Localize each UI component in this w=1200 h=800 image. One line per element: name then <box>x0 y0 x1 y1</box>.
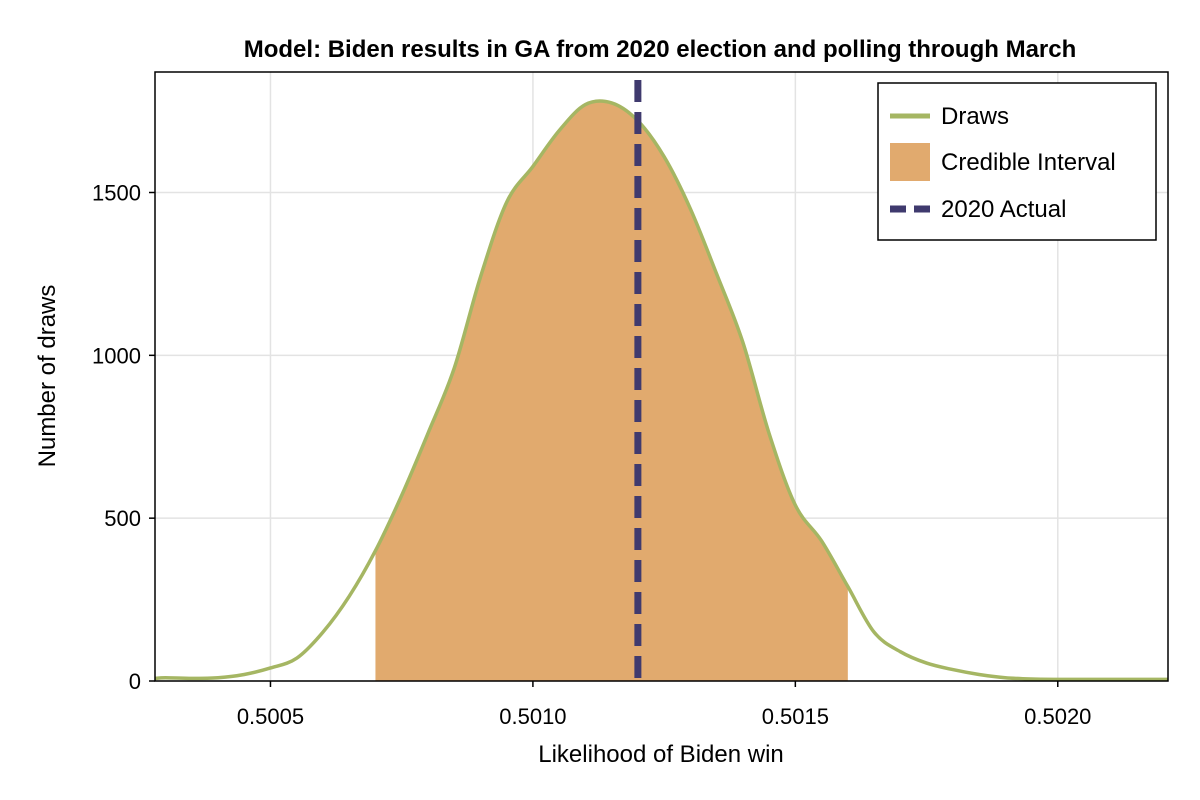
draws-line <box>154 99 1168 682</box>
chart-title: Model: Biden results in GA from 2020 ele… <box>244 36 1077 63</box>
x-axis-label: Likelihood of Biden win <box>538 741 784 768</box>
x-tick-label: 0.5020 <box>1024 704 1091 729</box>
x-axis-ticks: 0.5005 0.5010 0.5015 0.5020 <box>237 681 1091 729</box>
x-tick-label: 0.5005 <box>237 704 304 729</box>
legend-label: 2020 Actual <box>941 196 1066 223</box>
legend-credible-interval-swatch <box>890 143 930 181</box>
draws-line-layer <box>154 99 1168 682</box>
y-tick-label: 0 <box>129 669 141 694</box>
credible-interval-area <box>375 100 848 681</box>
legend-label: Draws <box>941 103 1009 130</box>
plot-frame <box>154 71 1169 682</box>
y-axis-label: Number of draws <box>34 285 61 468</box>
legend-label: Credible Interval <box>941 149 1116 176</box>
credible-interval-band <box>375 100 848 681</box>
x-tick-label: 0.5015 <box>762 704 829 729</box>
y-axis-ticks: 0 500 1000 1500 <box>92 180 155 694</box>
legend: Draws Credible Interval 2020 Actual <box>877 82 1157 241</box>
x-tick-label: 0.5010 <box>499 704 566 729</box>
y-tick-label: 1500 <box>92 180 141 205</box>
y-tick-label: 500 <box>104 506 141 531</box>
y-tick-label: 1000 <box>92 343 141 368</box>
